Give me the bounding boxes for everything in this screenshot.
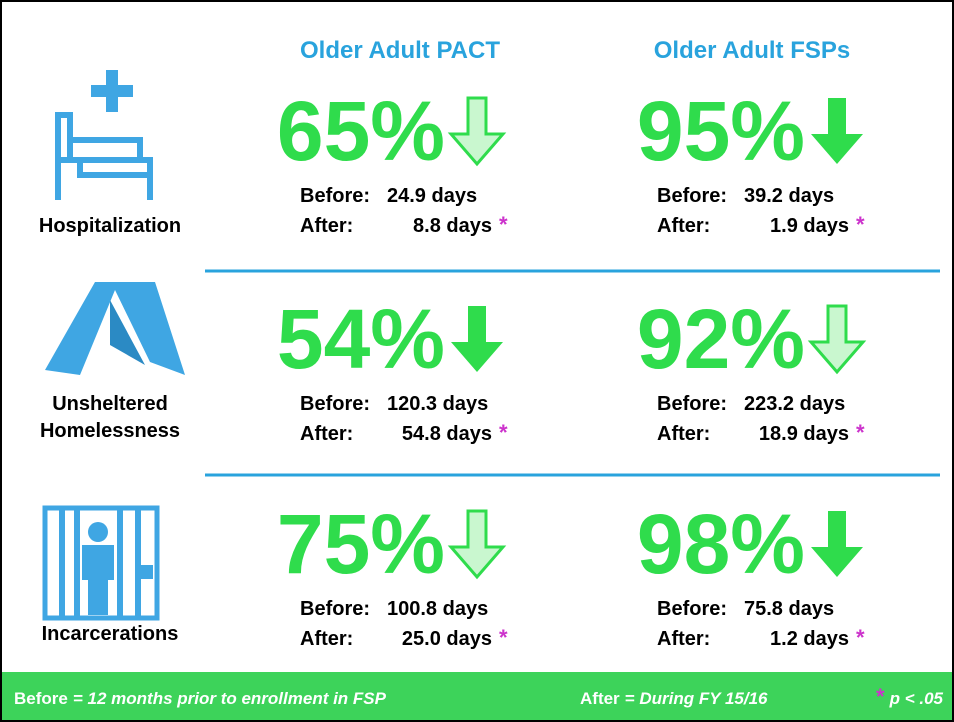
- footer-term: Before: [14, 689, 68, 708]
- row-label: Homelessness: [40, 420, 180, 442]
- down-arrow: [811, 98, 863, 164]
- before-label: Before:: [300, 393, 370, 415]
- before-value: 75.8 days: [744, 598, 834, 620]
- row-label: Hospitalization: [39, 215, 181, 237]
- before-label: Before:: [300, 598, 370, 620]
- after-label: After:: [657, 215, 710, 237]
- significance-mark: *: [856, 420, 865, 445]
- down-arrow: [447, 509, 507, 580]
- after-label: After:: [657, 628, 710, 650]
- after-value: 25.0 days: [402, 628, 492, 650]
- after-label: After:: [300, 423, 353, 445]
- before-label: Before:: [300, 185, 370, 207]
- footer-mark: *: [876, 684, 885, 709]
- before-value: 39.2 days: [744, 185, 834, 207]
- significance-mark: *: [856, 212, 865, 237]
- before-value: 24.9 days: [387, 185, 477, 207]
- footer-definition: p < .05: [889, 689, 944, 708]
- percent: 65%: [277, 84, 445, 178]
- footer-text: After = During FY 15/16: [580, 689, 768, 708]
- after-label: After:: [300, 215, 353, 237]
- tent-icon: [45, 282, 185, 375]
- footer-definition: = 12 months prior to enrollment in FSP: [73, 689, 387, 708]
- down-arrow: [451, 306, 503, 372]
- down-arrow: [811, 511, 863, 577]
- jail-icon: [42, 505, 160, 621]
- after-value: 18.9 days: [759, 423, 849, 445]
- after-value: 8.8 days: [413, 215, 492, 237]
- before-label: Before:: [657, 185, 727, 207]
- row-label: Incarcerations: [42, 623, 179, 645]
- percent: 98%: [637, 497, 805, 591]
- after-value: 54.8 days: [402, 423, 492, 445]
- percent: 95%: [637, 84, 805, 178]
- after-value: 1.9 days: [770, 215, 849, 237]
- footer-definition: = During FY 15/16: [625, 689, 768, 708]
- after-label: After:: [300, 628, 353, 650]
- footer-term: After: [580, 689, 620, 708]
- row-label: Unsheltered: [52, 393, 168, 415]
- column-header: Older Adult FSPs: [654, 37, 850, 64]
- down-arrow: [807, 304, 867, 375]
- before-label: Before:: [657, 393, 727, 415]
- before-label: Before:: [657, 598, 727, 620]
- after-value: 1.2 days: [770, 628, 849, 650]
- hospital-icon: [55, 70, 153, 200]
- percent: 75%: [277, 497, 445, 591]
- footer-text: Before = 12 months prior to enrollment in…: [14, 689, 387, 708]
- before-value: 100.8 days: [387, 598, 488, 620]
- column-header: Older Adult PACT: [300, 37, 500, 64]
- significance-mark: *: [499, 625, 508, 650]
- before-value: 223.2 days: [744, 393, 845, 415]
- footer-bar: [2, 672, 952, 720]
- down-arrow: [447, 96, 507, 167]
- percent: 92%: [637, 292, 805, 386]
- footer-text: * p < .05: [876, 684, 943, 709]
- before-value: 120.3 days: [387, 393, 488, 415]
- significance-mark: *: [499, 212, 508, 237]
- after-label: After:: [657, 423, 710, 445]
- significance-mark: *: [499, 420, 508, 445]
- significance-mark: *: [856, 625, 865, 650]
- percent: 54%: [277, 292, 445, 386]
